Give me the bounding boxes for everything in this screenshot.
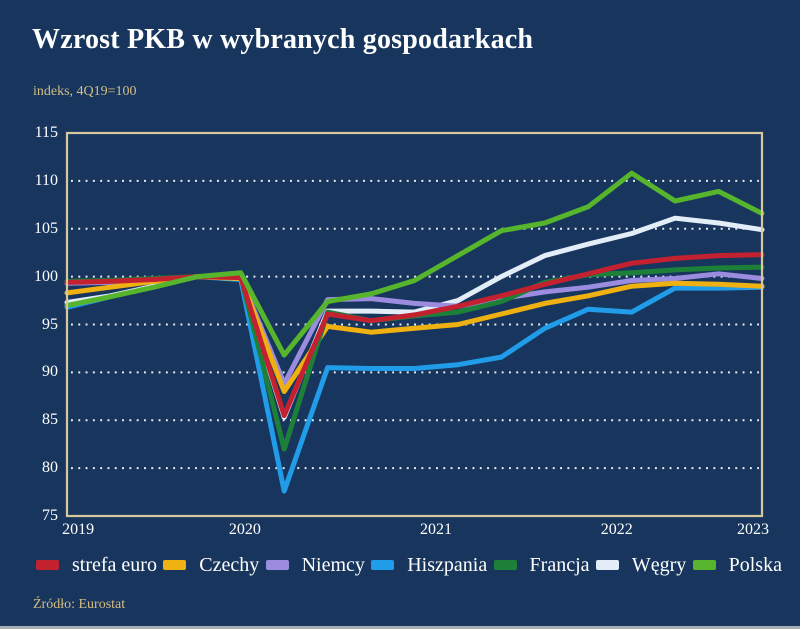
legend-swatch-niemcy — [265, 560, 289, 570]
legend-swatch-polska — [692, 560, 716, 570]
y-tick-label-115: 115 — [34, 124, 58, 141]
y-tick-label-90: 90 — [42, 363, 58, 381]
legend-label-czechy: Czechy — [199, 553, 260, 576]
x-tick-label-2021: 2021 — [420, 521, 453, 538]
legend-item-polska: Polska — [692, 553, 782, 577]
legend-item-strefa-euro: strefa euro — [36, 554, 157, 577]
y-tick-label-110: 110 — [34, 171, 58, 189]
y-tick-label-85: 85 — [42, 411, 58, 429]
x-tick-label-2022: 2022 — [600, 521, 633, 538]
bottom-border — [0, 626, 800, 629]
y-tick-label-75: 75 — [42, 507, 58, 524]
legend-item-czechy: Czechy — [163, 554, 259, 577]
legend-label-polska: Polska — [728, 553, 782, 576]
legend-swatch-czechy — [163, 560, 187, 570]
plot-frame — [65, 131, 764, 518]
legend-item-francja: Francja — [493, 553, 590, 577]
x-tick-label-2019: 2019 — [62, 521, 95, 538]
legend-swatch-strefa-euro — [36, 560, 59, 570]
chart-title: Wzrost PKB w wybranych gospodarkach — [32, 24, 534, 55]
legend: strefa euro Czechy Niemcy Hiszpania Francja W… — [36, 552, 782, 578]
series-line-francja — [64, 264, 765, 452]
series-line-polska — [64, 170, 765, 358]
y-tick-label-100: 100 — [34, 267, 58, 285]
legend-item-wegry: Węgry — [595, 553, 687, 577]
legend-item-niemcy: Niemcy — [265, 553, 365, 577]
legend-item-hiszpania: Hiszpania — [371, 554, 487, 577]
y-tick-label-80: 80 — [42, 459, 58, 477]
source-note: Źródło: Eurostat — [33, 597, 126, 612]
legend-swatch-francja — [493, 560, 517, 570]
chart-subtitle: indeks, 4Q19=100 — [33, 84, 137, 99]
x-tick-label-2023: 2023 — [736, 521, 769, 538]
legend-swatch-wegry — [595, 560, 619, 570]
legend-label-wegry: Węgry — [631, 553, 687, 576]
series-line-hiszpania — [64, 274, 765, 494]
legend-label-niemcy: Niemcy — [301, 553, 365, 576]
y-tick-label-95: 95 — [42, 315, 58, 333]
series-line-czechy — [64, 274, 765, 394]
legend-label-francja: Francja — [529, 553, 590, 576]
y-tick-label-105: 105 — [34, 219, 58, 237]
legend-swatch-hiszpania — [371, 560, 395, 570]
x-tick-label-2020: 2020 — [228, 521, 261, 538]
legend-label-hiszpania: Hiszpania — [407, 553, 488, 576]
legend-label-strefa-euro: strefa euro — [72, 553, 157, 576]
